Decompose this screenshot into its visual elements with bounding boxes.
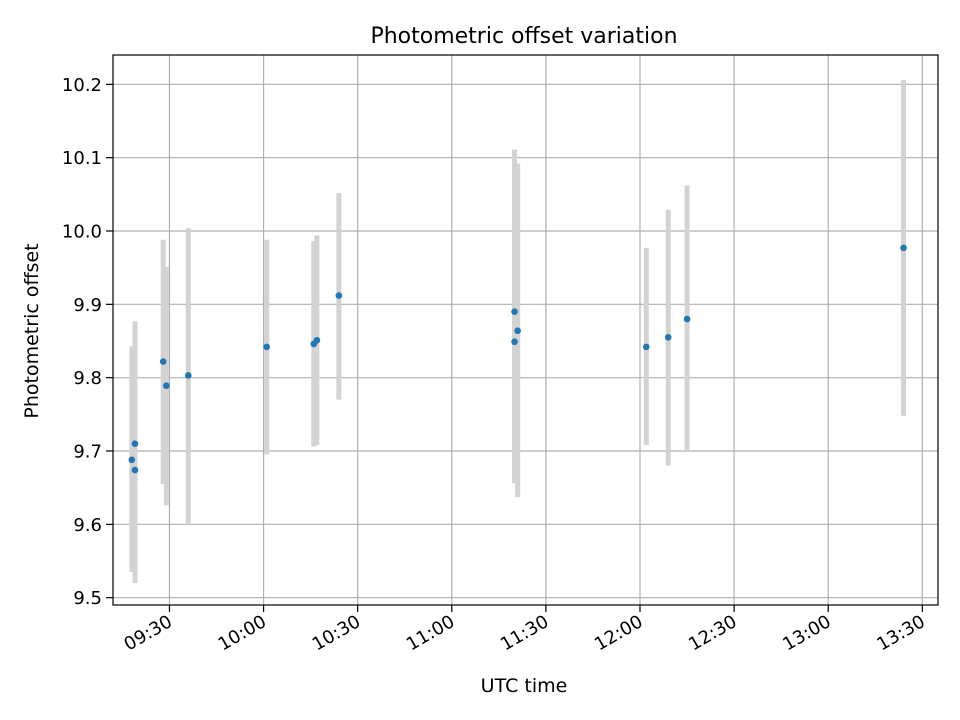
data-point — [313, 336, 321, 344]
y-tick-label: 9.9 — [73, 295, 102, 316]
data-point — [184, 372, 192, 379]
data-point — [163, 382, 170, 390]
y-tick-label: 9.6 — [73, 515, 102, 536]
data-points — [128, 244, 907, 474]
y-axis-label: Photometric offset — [21, 243, 43, 418]
chart-title: Photometric offset variation — [370, 24, 677, 49]
y-axis-ticks: 9.5 9.6 9.7 9.8 9.9 10.0 10.1 10.2 — [62, 75, 113, 609]
y-tick-label: 9.5 — [73, 588, 102, 609]
data-point — [131, 466, 139, 474]
data-point — [128, 456, 136, 464]
data-point — [263, 343, 271, 351]
data-point — [683, 315, 691, 323]
data-point — [664, 334, 672, 341]
x-axis-label: UTC time — [481, 675, 568, 697]
y-tick-label: 10.1 — [62, 148, 102, 169]
y-tick-label: 9.7 — [73, 442, 102, 463]
data-point — [335, 292, 343, 299]
y-tick-label: 10.2 — [62, 75, 102, 96]
data-point — [642, 343, 650, 351]
data-point — [900, 244, 907, 252]
data-point — [159, 358, 167, 365]
data-point — [511, 308, 518, 315]
y-tick-label: 9.8 — [73, 368, 102, 389]
data-point — [511, 338, 518, 346]
grid — [113, 55, 938, 605]
y-tick-label: 10.0 — [62, 222, 102, 243]
plot-area-frame — [112, 54, 939, 606]
data-point — [514, 327, 521, 335]
data-point — [131, 440, 139, 447]
